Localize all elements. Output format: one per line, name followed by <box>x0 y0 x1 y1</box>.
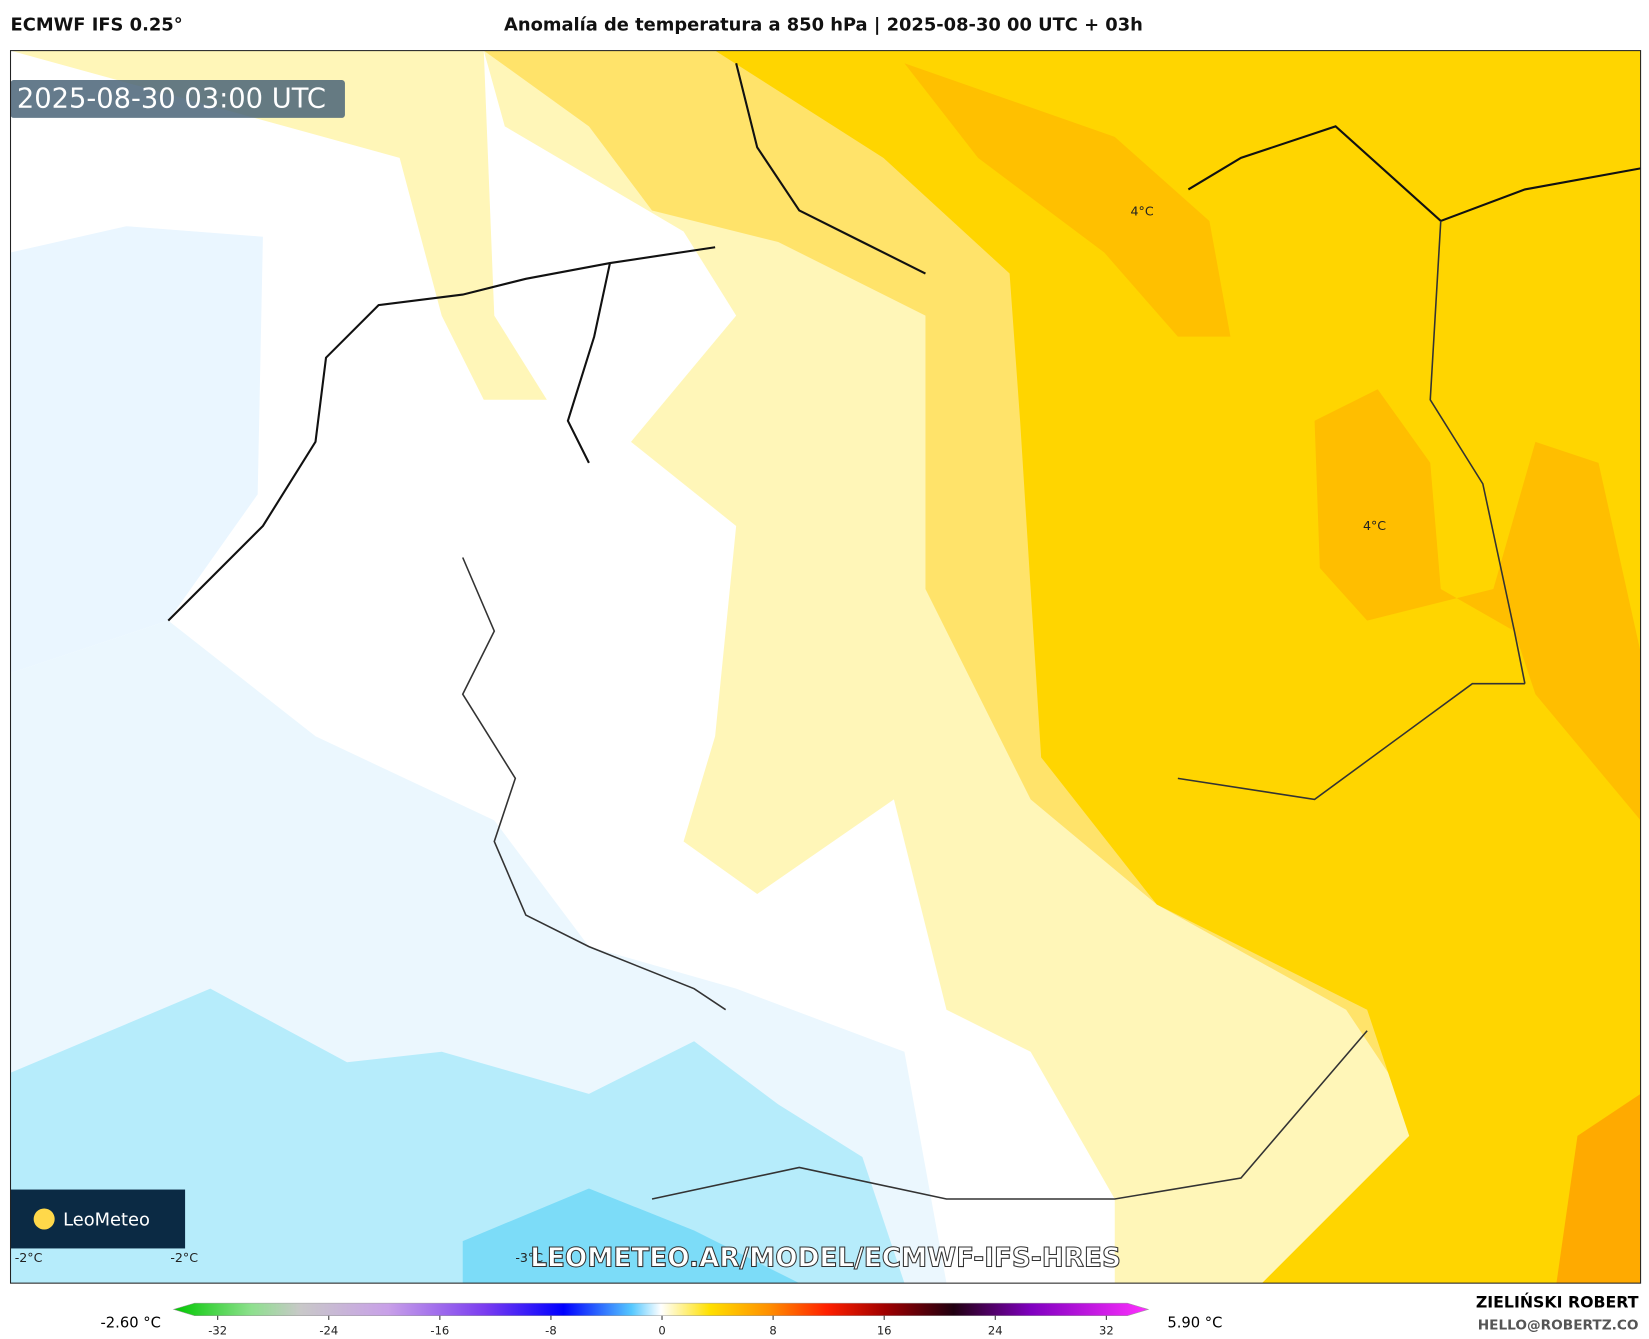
warm-core <box>715 50 1641 1284</box>
cold-area <box>10 988 905 1284</box>
colorbar: -2.60 °C 5.90 °C -32 -24 -16 -8 0 8 16 24 32 <box>100 1302 1222 1338</box>
warm-area <box>10 50 547 400</box>
timestamp: 2025-08-30 03:00 UTC <box>17 83 326 114</box>
contour-label: -3°C <box>515 1250 543 1265</box>
colorbar-min: -2.60 °C <box>100 1314 160 1331</box>
colorbar-tick-label: 8 <box>769 1324 776 1338</box>
map: 4°C 4°C -2°C -2°C -3°C LEOMETEO.AR/MODEL… <box>10 50 1641 1284</box>
model-name: ECMWF IFS 0.25° <box>11 15 183 36</box>
colorbar-tick-label: 24 <box>988 1324 1003 1338</box>
colorbar-scale <box>172 1302 1150 1317</box>
cool-area <box>10 226 263 674</box>
colorbar-tick-label: 0 <box>658 1324 665 1338</box>
colorbar-tick-label: -16 <box>430 1324 449 1338</box>
contour-label: 4°C <box>1363 518 1386 533</box>
author: ZIELIŃSKI ROBERT <box>1476 1292 1639 1311</box>
watermark: LEOMETEO.AR/MODEL/ECMWF-IFS-HRES <box>530 1243 1121 1273</box>
colorbar-tick-label: -32 <box>208 1324 227 1338</box>
logo-sun <box>33 1208 55 1230</box>
contour-label: 4°C <box>1131 204 1154 219</box>
hot-area <box>904 63 1231 337</box>
map-title: Anomalía de temperatura a 850 hPa | 2025… <box>504 15 1143 36</box>
timestamp-box <box>10 80 345 118</box>
colorbar-tick-label: 16 <box>877 1324 892 1338</box>
colorbar-max: 5.90 °C <box>1167 1314 1222 1331</box>
hot-area <box>1314 389 1641 821</box>
hot-area <box>1556 1093 1641 1284</box>
colorbar-tick-label: -8 <box>545 1324 557 1338</box>
coastline <box>167 62 1641 622</box>
contour-label: -2°C <box>15 1250 43 1265</box>
colorbar-tick-label: 32 <box>1099 1324 1114 1338</box>
email: HELLO@ROBERTZ.CO <box>1478 1317 1639 1333</box>
border <box>461 220 1526 1200</box>
map-frame <box>9 50 1642 1284</box>
colder-area <box>462 1188 800 1284</box>
logo: LeoMeteo <box>63 1209 150 1230</box>
colorbar-tick-label: -24 <box>319 1324 338 1338</box>
contour-label: -2°C <box>170 1250 198 1265</box>
